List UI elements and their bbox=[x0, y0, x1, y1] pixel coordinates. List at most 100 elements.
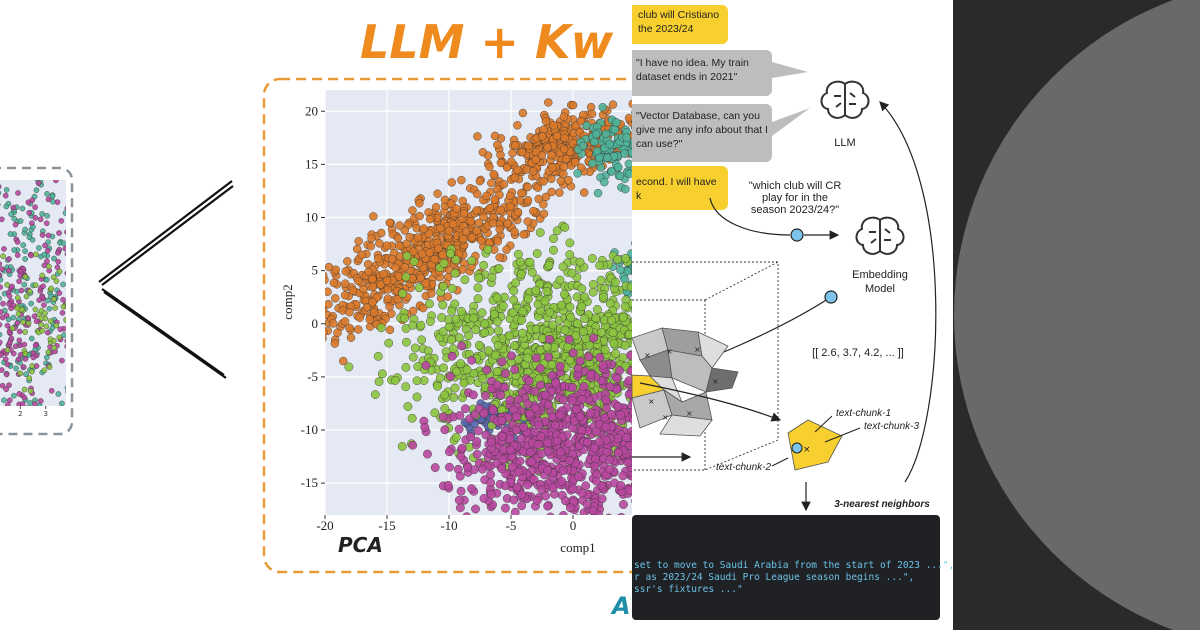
cloud-point bbox=[81, 379, 86, 384]
cloud-point bbox=[597, 327, 606, 337]
cloud-point bbox=[424, 229, 434, 238]
cloud-point bbox=[6, 382, 12, 388]
cloud-point bbox=[26, 375, 33, 382]
cloud-point bbox=[497, 464, 507, 474]
cloud-point bbox=[537, 485, 547, 494]
cloud-point bbox=[6, 397, 13, 404]
cloud-point bbox=[574, 472, 584, 482]
cloud-point bbox=[598, 360, 608, 370]
cloud-point bbox=[383, 294, 393, 303]
cloud-point bbox=[473, 294, 483, 304]
cloud-point bbox=[523, 480, 532, 490]
cloud-point bbox=[482, 191, 491, 201]
cloud-point bbox=[56, 268, 63, 275]
cloud-point bbox=[543, 400, 553, 410]
cloud-point bbox=[48, 152, 53, 157]
cloud-point bbox=[434, 244, 443, 253]
cloud-point bbox=[506, 445, 515, 455]
cloud-point bbox=[591, 427, 601, 436]
cloud-point bbox=[549, 533, 557, 541]
svg-text:×: × bbox=[694, 345, 701, 354]
cloud-point bbox=[431, 203, 441, 212]
cloud-point bbox=[354, 237, 363, 246]
cloud-point bbox=[517, 188, 526, 198]
cloud-point bbox=[31, 313, 38, 320]
cloud-point bbox=[467, 233, 477, 242]
cloud-point bbox=[397, 442, 407, 451]
cloud-point bbox=[451, 314, 461, 324]
cloud-point bbox=[413, 233, 423, 242]
cloud-point bbox=[93, 243, 98, 248]
cloud-point bbox=[0, 309, 4, 315]
chunk-label: text-chunk-1 bbox=[836, 408, 891, 419]
cloud-point bbox=[23, 371, 29, 378]
cloud-point bbox=[607, 315, 617, 325]
cloud-point bbox=[64, 270, 66, 276]
cloud-point bbox=[0, 411, 5, 416]
cloud-point bbox=[22, 256, 28, 262]
cloud-point bbox=[605, 140, 615, 149]
cloud-point bbox=[523, 182, 532, 192]
cloud-point bbox=[45, 232, 52, 239]
cloud-point bbox=[301, 307, 309, 315]
cloud-point bbox=[325, 262, 334, 272]
cloud-point bbox=[440, 425, 450, 435]
cloud-point bbox=[589, 333, 599, 343]
cloud-point bbox=[408, 320, 418, 330]
cloud-point bbox=[528, 167, 538, 176]
cloud-point bbox=[628, 448, 632, 458]
cloud-point bbox=[340, 317, 350, 326]
cloud-point bbox=[470, 409, 480, 419]
cloud-point bbox=[438, 327, 448, 337]
cloud-point bbox=[67, 342, 72, 347]
cloud-point bbox=[467, 484, 476, 494]
cloud-point bbox=[552, 544, 560, 552]
cloud-point bbox=[496, 390, 506, 400]
cloud-point bbox=[306, 334, 314, 342]
cloud-point bbox=[518, 108, 528, 118]
cloud-point bbox=[495, 225, 504, 234]
cloud-point bbox=[354, 325, 363, 334]
cloud-point bbox=[3, 386, 10, 393]
cloud-point bbox=[625, 441, 632, 450]
cloud-point bbox=[507, 351, 516, 361]
cloud-point bbox=[430, 408, 440, 418]
cloud-point bbox=[95, 186, 100, 191]
cloud-point bbox=[35, 180, 42, 186]
cloud-point bbox=[486, 478, 496, 488]
cloud-point bbox=[407, 413, 417, 423]
cloud-point bbox=[625, 169, 632, 178]
cloud-point bbox=[516, 269, 526, 279]
cloud-point bbox=[72, 135, 77, 140]
cloud-point bbox=[3, 312, 10, 319]
cloud-point bbox=[33, 251, 39, 258]
cloud-point bbox=[447, 351, 457, 361]
cloud-point bbox=[52, 305, 58, 311]
cloud-point bbox=[348, 286, 358, 295]
cloud-point bbox=[416, 273, 425, 283]
cloud-point bbox=[452, 204, 461, 213]
cloud-point bbox=[631, 271, 632, 276]
cloud-point bbox=[515, 257, 525, 267]
cloud-point bbox=[621, 253, 630, 263]
cloud-point bbox=[4, 282, 10, 288]
cloud-point bbox=[517, 501, 527, 511]
cloud-point bbox=[575, 257, 585, 267]
cloud-point bbox=[494, 326, 503, 336]
cloud-point bbox=[25, 320, 32, 327]
cloud-point bbox=[497, 416, 507, 426]
cloud-point bbox=[111, 315, 116, 320]
cloud-point bbox=[298, 344, 306, 352]
cloud-point bbox=[25, 405, 29, 406]
cloud-point bbox=[97, 300, 102, 305]
cloud-point bbox=[23, 293, 30, 300]
cloud-point bbox=[41, 460, 46, 465]
cloud-point bbox=[614, 162, 623, 172]
cloud-point bbox=[513, 207, 523, 217]
cloud-point bbox=[59, 357, 65, 364]
cloud-point bbox=[592, 305, 602, 314]
cloud-point bbox=[447, 178, 456, 187]
cloud-point bbox=[552, 131, 562, 141]
cloud-point bbox=[0, 444, 3, 449]
